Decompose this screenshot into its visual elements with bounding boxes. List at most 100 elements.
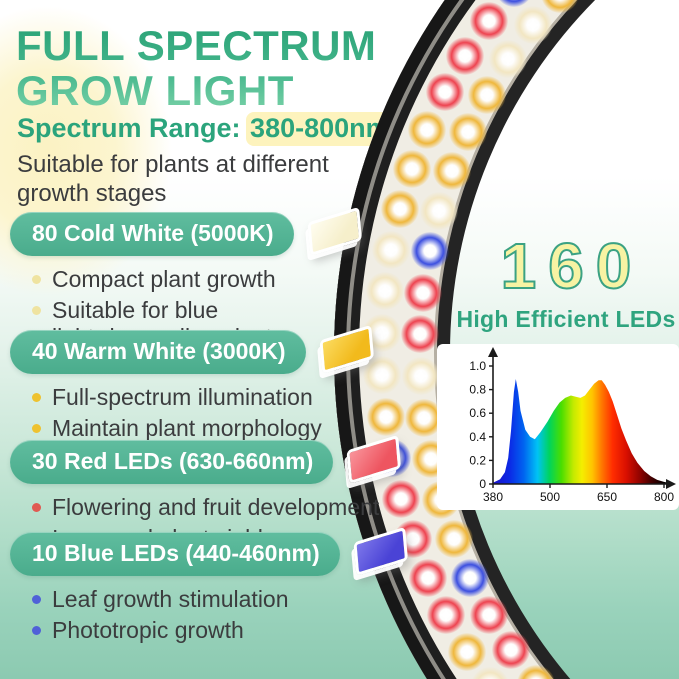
page-title-line2: GROW LIGHT bbox=[16, 66, 294, 114]
led-star-icon bbox=[445, 164, 460, 179]
led-dot-red bbox=[426, 596, 465, 635]
feature-section-warm-white: 40 Warm White (3000K) Full-spectrum illu… bbox=[10, 324, 374, 446]
led-type-badge-red: 30 Red LEDs (630-660nm) bbox=[10, 440, 334, 484]
spectrum-chart-svg: 0 0.2 0.4 0.6 0.8 1.0 380 500 650 800 bbox=[469, 347, 676, 504]
led-dot-red bbox=[409, 558, 448, 597]
led-star-icon bbox=[481, 607, 496, 622]
led-star-icon bbox=[479, 88, 494, 103]
feature-section-blue: 10 Blue LEDs (440-460nm) Leaf growth sti… bbox=[10, 526, 408, 648]
red-led-chip-icon bbox=[346, 434, 402, 484]
led-dot-warm bbox=[447, 632, 486, 671]
led-star-icon bbox=[462, 570, 477, 585]
led-star-icon bbox=[438, 608, 453, 623]
led-star-icon bbox=[438, 85, 453, 100]
led-dot-white bbox=[366, 272, 405, 311]
feature-bullet: Compact plant growth bbox=[32, 266, 362, 293]
led-star-icon bbox=[420, 123, 435, 138]
growth-stage-description: Suitable for plants at different growth … bbox=[17, 151, 329, 208]
led-dot-blue bbox=[495, 0, 534, 8]
led-star-icon bbox=[416, 285, 431, 300]
led-dot-red bbox=[469, 2, 508, 41]
led-star-icon bbox=[481, 14, 496, 29]
feature-bullet: Phototropic growth bbox=[32, 617, 408, 644]
spectrum-range-label: Spectrum Range: bbox=[17, 113, 249, 143]
led-dot-warm bbox=[516, 665, 555, 679]
led-star-icon bbox=[525, 18, 540, 33]
led-dot-warm bbox=[467, 76, 506, 115]
led-dot-white bbox=[513, 6, 552, 45]
led-type-badge-cold-white: 80 Cold White (5000K) bbox=[10, 212, 294, 256]
x-tick-label: 800 bbox=[654, 490, 674, 504]
led-count: 160 bbox=[500, 230, 644, 302]
led-dot-red bbox=[491, 631, 530, 670]
led-star-icon bbox=[413, 369, 428, 384]
feature-bullet: Leaf growth stimulation bbox=[32, 586, 408, 613]
spectrum-chart: 0 0.2 0.4 0.6 0.8 1.0 380 500 650 800 bbox=[437, 344, 679, 510]
led-dot-red bbox=[469, 595, 508, 634]
y-tick-label: 0.4 bbox=[469, 430, 486, 444]
led-dot-white bbox=[489, 40, 528, 79]
page-title-line1: FULL SPECTRUM bbox=[16, 22, 377, 69]
led-dot-warm bbox=[433, 152, 472, 191]
led-star-icon bbox=[384, 243, 399, 258]
feature-bullet-list: Leaf growth stimulation Phototropic grow… bbox=[10, 586, 408, 644]
feature-bullet: Maintain plant morphology bbox=[32, 415, 374, 442]
warm-white-led-chip-icon bbox=[318, 324, 374, 374]
led-dot-red bbox=[401, 315, 440, 354]
y-tick-label: 0.2 bbox=[469, 453, 486, 467]
led-star-icon bbox=[375, 326, 390, 341]
led-star-icon bbox=[503, 643, 518, 658]
spectrum-range-value: 380-800nm bbox=[246, 112, 396, 146]
led-dot-white bbox=[401, 357, 440, 396]
spectrum-curve bbox=[493, 379, 670, 484]
led-count-caption: High Efficient LEDs bbox=[456, 306, 676, 332]
led-star-icon bbox=[422, 244, 437, 259]
led-count-block: 160 High Efficient LEDs bbox=[446, 230, 679, 333]
led-star-icon bbox=[501, 52, 516, 67]
led-dot-white bbox=[372, 231, 411, 270]
led-star-icon bbox=[432, 203, 447, 218]
x-tick-label: 500 bbox=[540, 490, 560, 504]
led-dot-warm bbox=[381, 190, 420, 229]
led-dot-warm bbox=[408, 111, 447, 150]
led-star-icon bbox=[393, 202, 408, 217]
led-type-badge-blue: 10 Blue LEDs (440-460nm) bbox=[10, 532, 340, 576]
y-tick-label: 0.8 bbox=[469, 383, 486, 397]
x-axis-arrow-icon bbox=[666, 479, 676, 489]
led-star-icon bbox=[460, 125, 475, 140]
led-star-icon bbox=[378, 409, 393, 424]
led-dot-warm bbox=[448, 113, 487, 152]
y-tick-label: 1.0 bbox=[469, 359, 486, 373]
feature-bullet: Flowering and fruit development bbox=[32, 494, 401, 521]
feature-bullet-list: Full-spectrum illumination Maintain plan… bbox=[10, 384, 374, 442]
y-axis-arrow-icon bbox=[488, 347, 498, 357]
x-tick-label: 380 bbox=[483, 490, 503, 504]
led-star-icon bbox=[378, 284, 393, 299]
led-star-icon bbox=[413, 327, 428, 342]
led-dot-red bbox=[446, 37, 485, 76]
blue-led-chip-icon bbox=[353, 526, 408, 576]
led-dot-warm bbox=[434, 520, 473, 559]
led-dot-red bbox=[404, 273, 443, 312]
led-dot-red bbox=[426, 73, 465, 112]
led-dot-white bbox=[420, 191, 459, 230]
led-star-icon bbox=[416, 410, 431, 425]
led-star-icon bbox=[559, 0, 560, 1]
led-star-icon bbox=[405, 162, 420, 177]
led-type-badge-warm-white: 40 Warm White (3000K) bbox=[10, 330, 306, 374]
feature-section-cold-white: 80 Cold White (5000K) Compact plant grow… bbox=[10, 206, 362, 355]
page-title: FULL SPECTRUM GROW LIGHT bbox=[16, 24, 376, 113]
feature-bullet: Full-spectrum illumination bbox=[32, 384, 374, 411]
cold-white-led-chip-icon bbox=[306, 206, 362, 256]
y-tick-label: 0 bbox=[479, 477, 486, 491]
spectrum-range-line: Spectrum Range: 380-800nm bbox=[17, 112, 396, 146]
led-star-icon bbox=[459, 644, 474, 659]
led-dot-blue bbox=[410, 232, 449, 271]
x-tick-label: 650 bbox=[597, 490, 617, 504]
led-star-icon bbox=[458, 49, 473, 64]
led-dot-warm bbox=[540, 0, 579, 13]
led-star-icon bbox=[446, 532, 461, 547]
led-dot-white bbox=[470, 667, 509, 679]
led-dot-blue bbox=[450, 558, 489, 597]
